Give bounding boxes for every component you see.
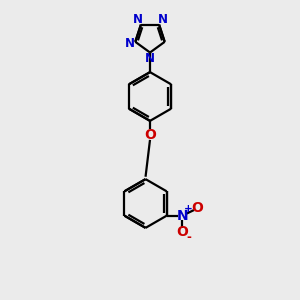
Text: O: O: [192, 201, 203, 215]
Text: N: N: [176, 209, 188, 223]
Text: O: O: [144, 128, 156, 142]
Text: -: -: [186, 231, 191, 244]
Text: N: N: [133, 14, 142, 26]
Text: N: N: [125, 37, 135, 50]
Text: O: O: [176, 225, 188, 239]
Text: N: N: [158, 14, 167, 26]
Text: N: N: [145, 52, 155, 65]
Text: +: +: [184, 204, 193, 214]
